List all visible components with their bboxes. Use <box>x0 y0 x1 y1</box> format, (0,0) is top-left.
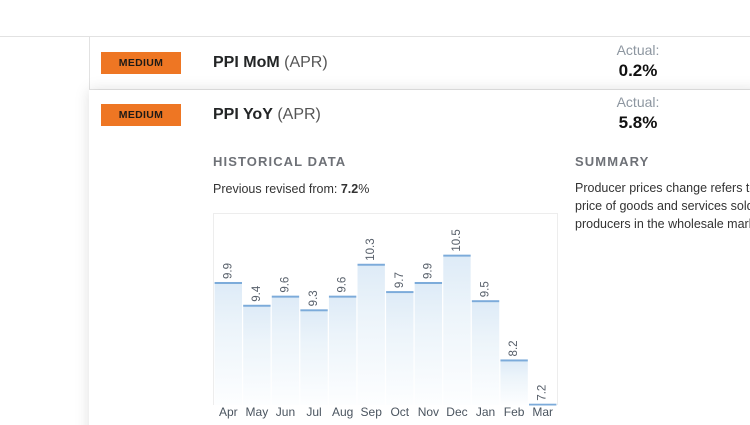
svg-text:9.3: 9.3 <box>308 290 320 306</box>
svg-text:Apr: Apr <box>219 405 238 419</box>
svg-text:Mar: Mar <box>532 405 553 419</box>
svg-text:9.7: 9.7 <box>394 272 406 288</box>
svg-text:Oct: Oct <box>390 405 409 419</box>
svg-text:8.2: 8.2 <box>508 340 520 356</box>
svg-text:Dec: Dec <box>446 405 467 419</box>
svg-text:Jun: Jun <box>276 405 295 419</box>
svg-text:9.5: 9.5 <box>480 281 492 297</box>
svg-text:9.9: 9.9 <box>222 263 234 279</box>
svg-text:Jan: Jan <box>476 405 495 419</box>
svg-text:Sep: Sep <box>361 405 383 419</box>
svg-text:7.2: 7.2 <box>537 385 549 401</box>
svg-text:10.5: 10.5 <box>451 229 463 251</box>
svg-text:9.6: 9.6 <box>337 277 349 293</box>
svg-text:9.9: 9.9 <box>422 263 434 279</box>
svg-text:Aug: Aug <box>332 405 353 419</box>
svg-text:9.4: 9.4 <box>251 285 263 302</box>
svg-text:Nov: Nov <box>418 405 439 419</box>
svg-text:Jul: Jul <box>306 405 321 419</box>
svg-text:10.3: 10.3 <box>365 238 377 260</box>
svg-text:Feb: Feb <box>504 405 525 419</box>
svg-text:9.6: 9.6 <box>279 277 291 293</box>
svg-text:May: May <box>246 405 269 419</box>
